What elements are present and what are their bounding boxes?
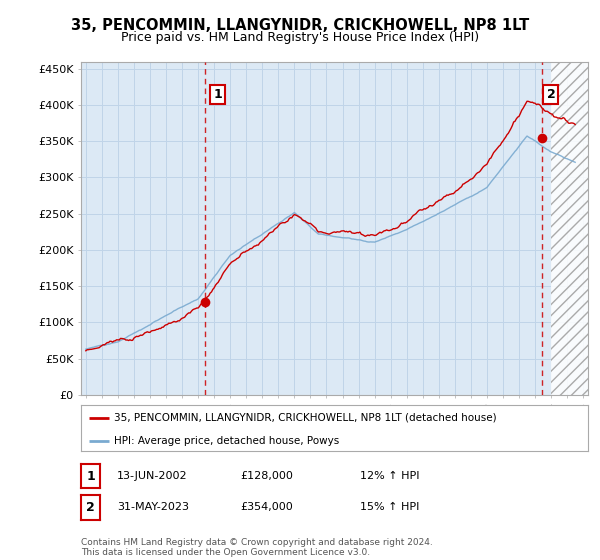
Text: 31-MAY-2023: 31-MAY-2023	[117, 502, 189, 512]
Text: 1: 1	[86, 469, 95, 483]
Text: 12% ↑ HPI: 12% ↑ HPI	[360, 471, 419, 481]
Text: 35, PENCOMMIN, LLANGYNIDR, CRICKHOWELL, NP8 1LT (detached house): 35, PENCOMMIN, LLANGYNIDR, CRICKHOWELL, …	[114, 413, 497, 423]
Text: £128,000: £128,000	[240, 471, 293, 481]
Text: 1: 1	[214, 88, 222, 101]
Text: 2: 2	[86, 501, 95, 514]
Text: HPI: Average price, detached house, Powys: HPI: Average price, detached house, Powy…	[114, 436, 339, 446]
Bar	[551, 62, 588, 395]
Text: £354,000: £354,000	[240, 502, 293, 512]
Text: 15% ↑ HPI: 15% ↑ HPI	[360, 502, 419, 512]
Text: 13-JUN-2002: 13-JUN-2002	[117, 471, 188, 481]
Text: Price paid vs. HM Land Registry's House Price Index (HPI): Price paid vs. HM Land Registry's House …	[121, 31, 479, 44]
Text: 2: 2	[547, 88, 556, 101]
Bar	[551, 62, 588, 395]
Text: Contains HM Land Registry data © Crown copyright and database right 2024.
This d: Contains HM Land Registry data © Crown c…	[81, 538, 433, 557]
Text: 35, PENCOMMIN, LLANGYNIDR, CRICKHOWELL, NP8 1LT: 35, PENCOMMIN, LLANGYNIDR, CRICKHOWELL, …	[71, 18, 529, 33]
